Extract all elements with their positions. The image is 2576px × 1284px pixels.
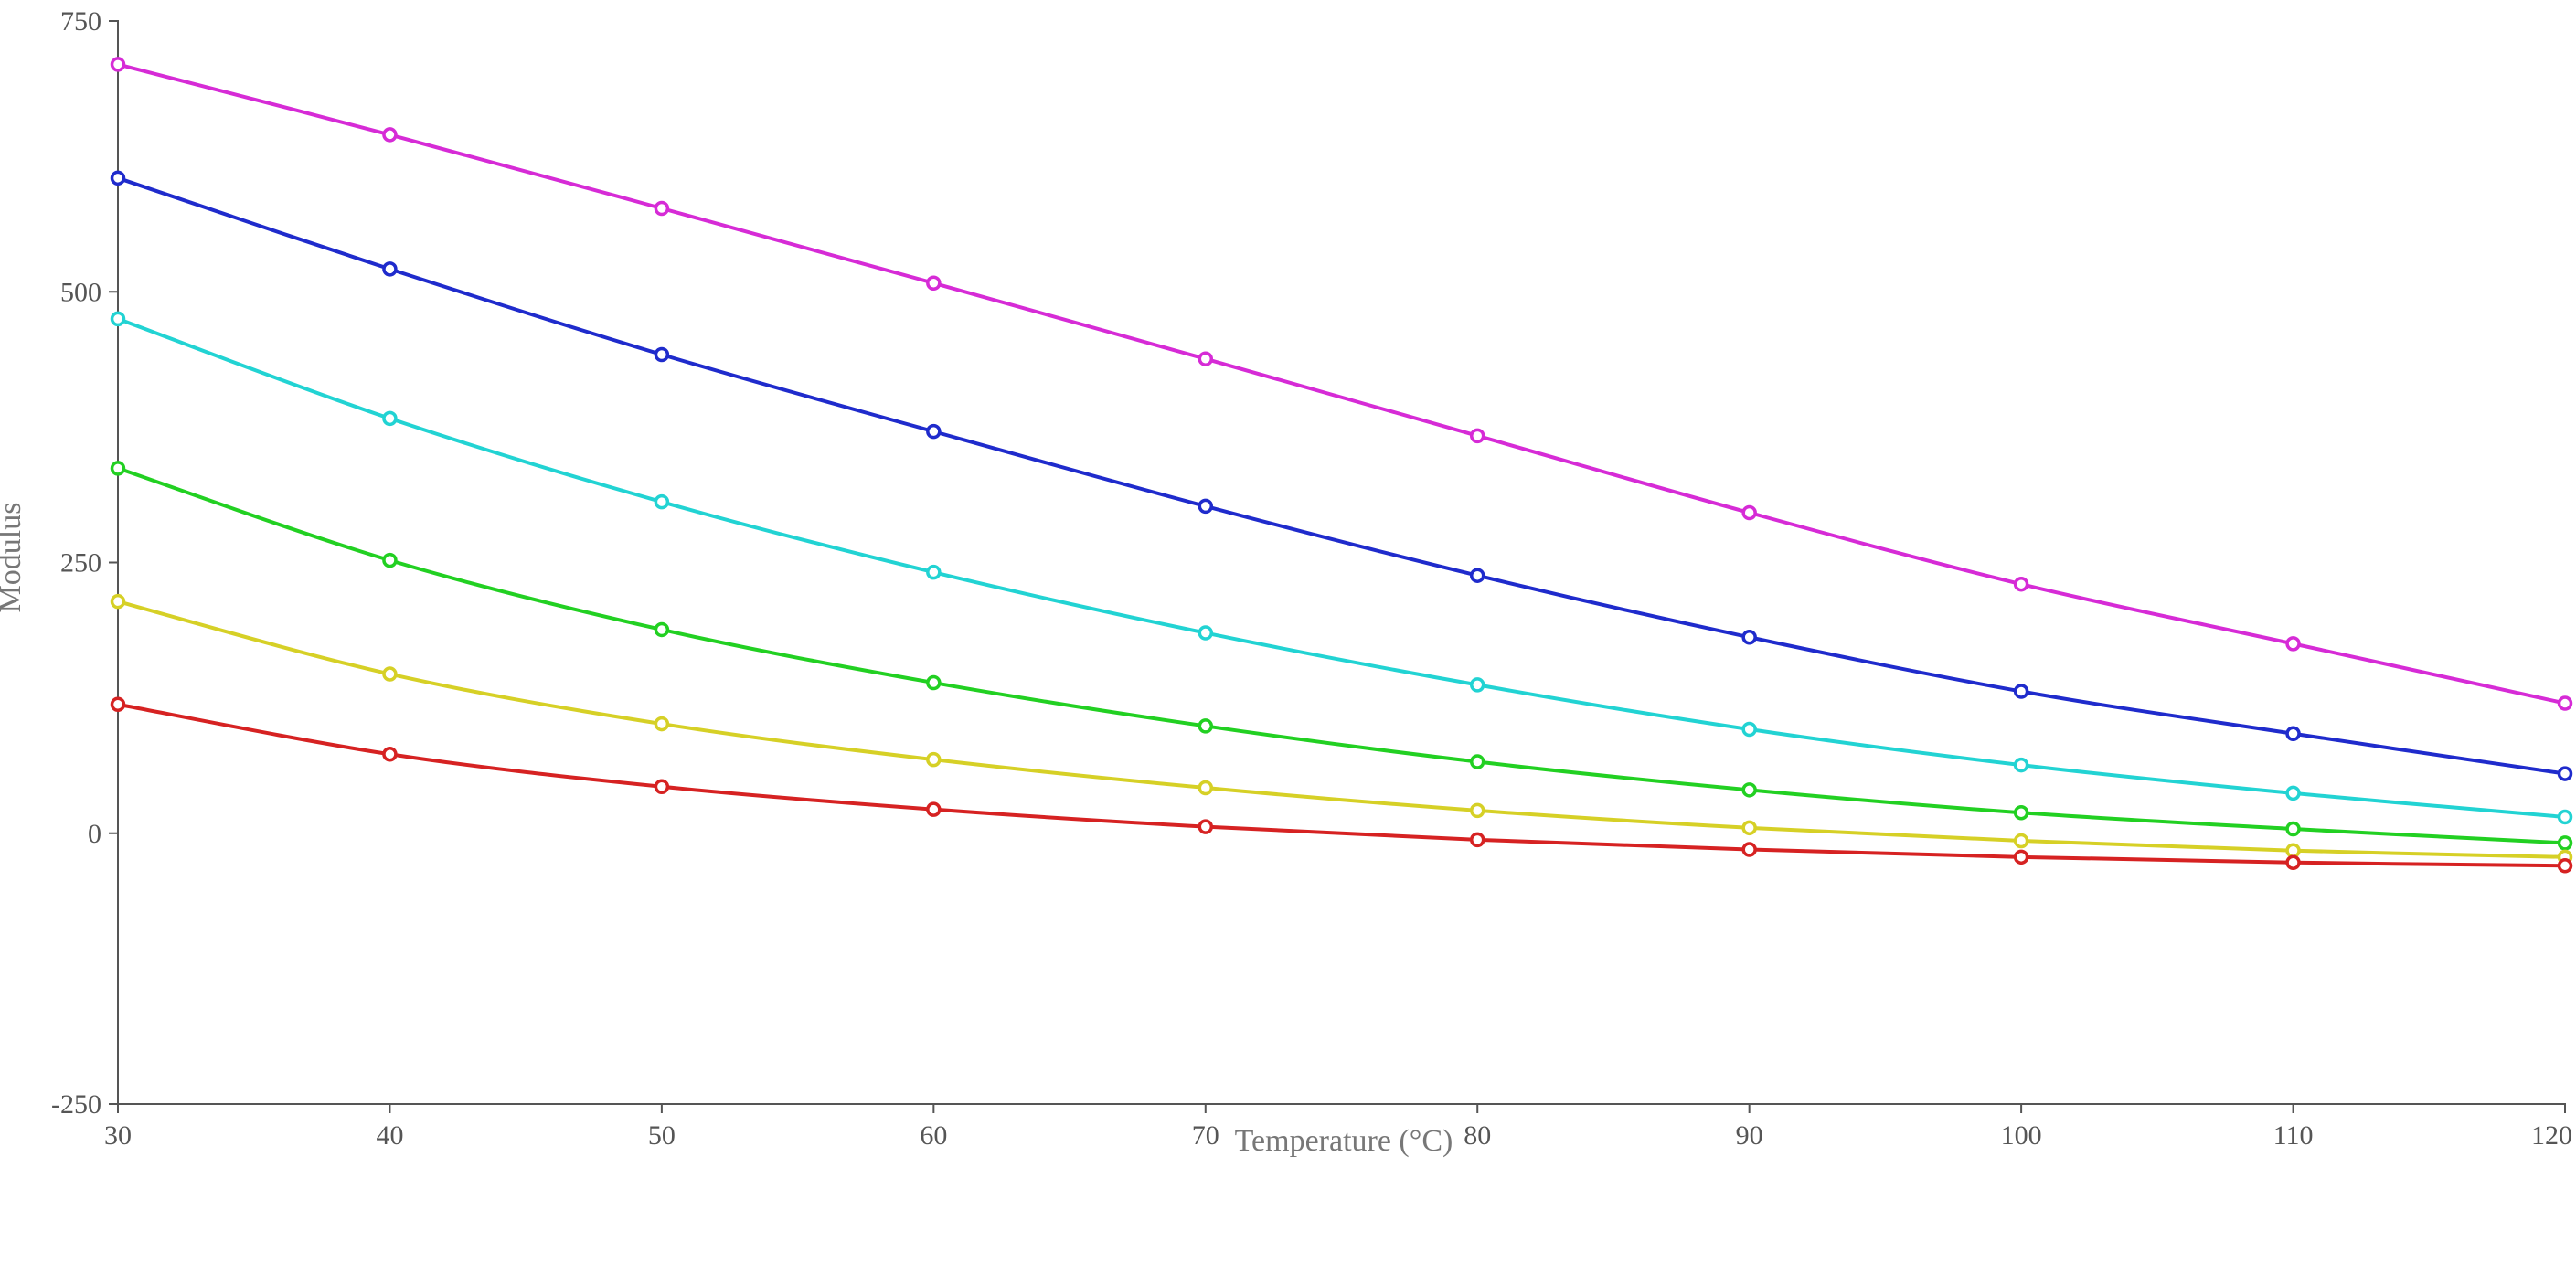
data-point	[2013, 757, 2029, 773]
y-tick-label: 0	[88, 819, 101, 849]
data-point	[2557, 695, 2573, 711]
data-point	[1469, 754, 1485, 769]
series-line	[116, 702, 2567, 868]
data-point	[110, 311, 126, 327]
data-point	[2013, 833, 2029, 849]
y-tick-label: 750	[60, 6, 101, 37]
data-point	[382, 552, 398, 568]
data-point	[110, 593, 126, 610]
data-point	[654, 493, 670, 510]
data-point	[926, 275, 942, 292]
data-point	[1198, 498, 1214, 515]
data-point	[926, 423, 942, 440]
data-point	[1198, 625, 1214, 641]
y-axis-title: Modulus	[0, 503, 27, 613]
x-tick-label: 80	[1464, 1120, 1491, 1151]
data-point	[110, 57, 126, 72]
series-5	[110, 593, 2573, 865]
data-point	[1741, 630, 1757, 645]
series-3	[110, 311, 2573, 825]
series-2	[110, 170, 2573, 781]
data-point	[1741, 782, 1757, 798]
series-group	[110, 57, 2573, 874]
series-4	[110, 461, 2573, 851]
data-point	[1198, 780, 1214, 796]
data-point	[2013, 804, 2029, 821]
data-point	[926, 801, 942, 817]
data-point	[2285, 636, 2301, 652]
data-point	[654, 716, 670, 732]
data-point	[382, 666, 398, 682]
x-axis-title: Temperature (°C)	[1235, 1124, 1453, 1158]
data-point	[926, 674, 942, 691]
data-point	[1469, 568, 1485, 583]
data-point	[110, 170, 126, 186]
data-point	[926, 751, 942, 768]
data-point	[654, 346, 670, 363]
data-point	[2285, 726, 2301, 741]
data-point	[2557, 835, 2573, 851]
y-tick-label: -250	[51, 1089, 101, 1120]
data-point	[1198, 819, 1214, 834]
data-point	[654, 779, 670, 795]
data-point	[1741, 721, 1757, 738]
data-point	[2013, 684, 2029, 699]
data-point	[382, 127, 398, 143]
data-point	[1198, 351, 1214, 366]
x-tick-label: 120	[2531, 1120, 2572, 1151]
data-point	[1741, 842, 1757, 857]
data-point	[1198, 718, 1214, 734]
data-point	[1469, 832, 1485, 848]
x-tick-label: 90	[1736, 1120, 1763, 1151]
x-tick-label: 40	[376, 1120, 403, 1151]
x-tick-label: 50	[648, 1120, 676, 1151]
x-tick-label: 110	[2273, 1120, 2314, 1151]
data-point	[2013, 576, 2029, 592]
series-line	[116, 466, 2567, 845]
x-tick-label: 60	[920, 1120, 947, 1151]
series-1	[110, 57, 2573, 711]
axes	[117, 20, 2566, 1105]
data-point	[926, 564, 942, 580]
data-point	[382, 261, 398, 277]
data-point	[1469, 677, 1485, 693]
data-point	[1741, 504, 1757, 521]
series-line	[116, 316, 2567, 819]
data-point	[2285, 821, 2301, 837]
x-tick-label: 100	[2001, 1120, 2042, 1151]
data-point	[2285, 785, 2301, 801]
x-tick-label: 30	[104, 1120, 132, 1151]
data-point	[2557, 809, 2573, 825]
data-point	[1469, 428, 1485, 444]
data-point	[2013, 849, 2029, 865]
data-point	[1469, 802, 1485, 819]
data-point	[2285, 843, 2301, 858]
series-line	[116, 62, 2567, 706]
data-point	[2557, 766, 2573, 781]
data-point	[654, 621, 670, 638]
x-tick-label: 70	[1192, 1120, 1219, 1151]
data-point	[110, 696, 126, 712]
data-point	[654, 200, 670, 217]
y-tick-label: 250	[60, 548, 101, 578]
data-point	[382, 746, 398, 762]
series-6	[110, 696, 2573, 874]
y-tick-label: 500	[60, 277, 101, 307]
data-point	[1741, 820, 1757, 836]
data-point	[382, 410, 398, 427]
data-point	[2285, 854, 2301, 870]
series-line	[116, 175, 2567, 776]
data-point	[2557, 858, 2573, 874]
data-point	[110, 461, 126, 476]
x-axis-line	[118, 1103, 2566, 1105]
series-line	[116, 600, 2567, 859]
